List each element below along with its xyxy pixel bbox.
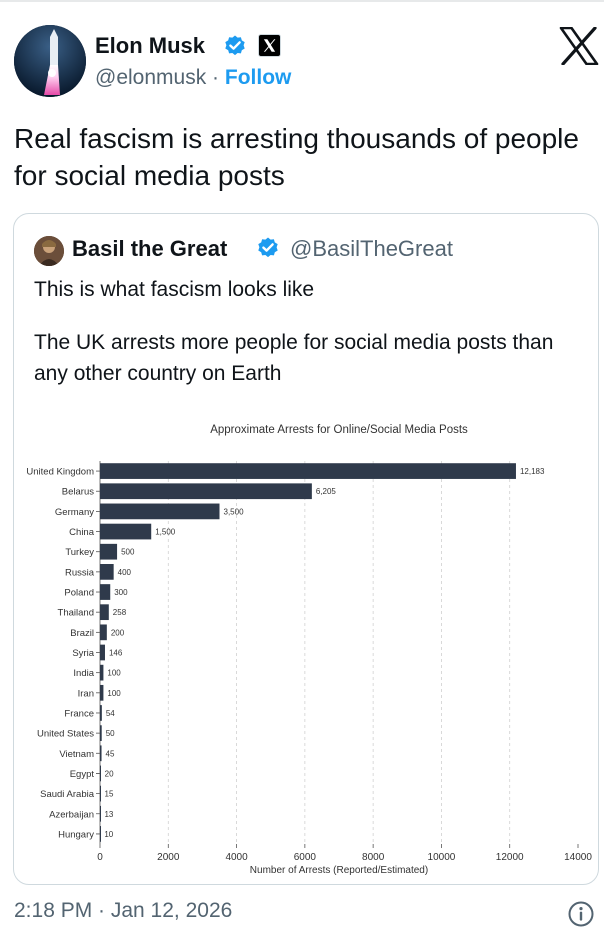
author-handle[interactable]: @elonmusk [95,66,207,89]
bar [100,705,102,721]
quoted-author-avatar[interactable] [34,236,64,266]
handle-separator: · [212,66,220,89]
category-label: Saudi Arabia [40,789,95,800]
bar [100,523,152,540]
bar [100,483,312,500]
category-label: Turkey [65,547,94,558]
quoted-author-handle[interactable]: @BasilTheGreat [290,236,453,261]
top-divider [0,0,604,2]
x-tick-label: 8000 [362,852,385,863]
category-label: United States [37,729,94,740]
category-label: Iran [78,688,94,699]
bar [100,785,101,802]
bar [100,564,114,580]
bar [100,725,102,741]
chart-svg: Approximate Arrests for Online/Social Me… [26,424,592,876]
category-label: Syria [72,648,94,659]
quoted-paragraph-1: This is what fascism looks like [34,278,315,301]
value-label: 12,183 [520,467,545,476]
category-label: Vietnam [59,749,94,760]
value-label: 54 [106,709,115,718]
category-label: Belarus [62,487,94,498]
value-label: 146 [109,649,123,658]
category-label: Azerbaijan [49,809,94,820]
quoted-avatar-icon [34,236,64,266]
value-label: 258 [113,608,127,617]
value-label: 3,500 [224,507,245,516]
value-label: 45 [106,749,115,758]
category-label: Hungary [58,829,94,840]
category-label: Russia [65,567,95,578]
bar [100,745,102,762]
quoted-tweet-text: This is what fascism looks like The UK a… [34,274,574,389]
x-logo-icon[interactable] [559,27,599,65]
value-label: 15 [105,790,114,799]
x-tick-label: 6000 [294,852,317,863]
author-avatar[interactable] [14,25,86,97]
value-label: 100 [107,689,121,698]
x-affiliation-glyph-icon [263,39,276,52]
quoted-author-name[interactable]: Basil the Great [72,236,228,261]
bar [100,584,111,600]
bar [100,463,516,479]
bar [100,624,107,641]
category-label: Thailand [58,608,94,619]
x-tick-label: 14000 [564,852,592,863]
value-label: 50 [106,729,115,738]
tweet-timestamp[interactable]: 2:18 PM · Jan 12, 2026 [14,899,233,922]
bar [100,826,101,842]
category-label: Egypt [70,769,95,780]
chart-title: Approximate Arrests for Online/Social Me… [210,424,468,436]
x-tick-label: 10000 [428,852,456,863]
x-tick-label: 12000 [496,852,524,863]
category-label: France [64,708,94,719]
category-label: United Kingdom [26,467,94,478]
verified-badge-icon [225,35,245,56]
follow-button[interactable]: Follow [224,66,292,89]
bar [100,543,118,560]
author-handle-line: @elonmusk · Follow [95,66,291,90]
value-label: 20 [105,769,114,778]
tweet-text: Real fascism is arresting thousands of p… [14,123,579,191]
value-label: 100 [107,669,121,678]
bar [100,664,104,681]
value-label: 200 [111,628,125,637]
value-label: 500 [121,548,135,557]
author-name[interactable]: Elon Musk [95,33,206,58]
value-label: 400 [118,568,132,577]
value-label: 13 [104,810,113,819]
quoted-verified-badge-icon [258,237,278,258]
value-label: 10 [104,830,113,839]
x-tick-label: 0 [97,852,103,863]
value-label: 6,205 [316,487,337,496]
bar [100,805,101,822]
x-axis-label: Number of Arrests (Reported/Estimated) [250,865,428,876]
arrests-bar-chart[interactable]: Approximate Arrests for Online/Social Me… [18,414,596,884]
bar [100,503,220,520]
category-label: Poland [64,588,94,599]
quoted-tweet-card[interactable]: Basil the Great @BasilTheGreat This is w… [13,213,599,885]
bar [100,765,101,782]
x-affiliation-icon[interactable] [258,34,281,57]
rocket-avatar-icon [14,25,86,97]
bar [100,644,105,661]
x-tick-label: 4000 [225,852,248,863]
bar [100,684,104,701]
info-icon[interactable] [567,900,595,928]
value-label: 300 [114,588,128,597]
value-label: 1,500 [155,528,176,537]
quoted-paragraph-2: The UK arrests more people for social me… [34,331,554,385]
category-label: Germany [55,507,94,518]
x-tick-label: 2000 [157,852,180,863]
bar [100,604,109,621]
category-label: China [69,527,95,538]
category-label: India [73,668,94,679]
category-label: Brazil [70,628,94,639]
